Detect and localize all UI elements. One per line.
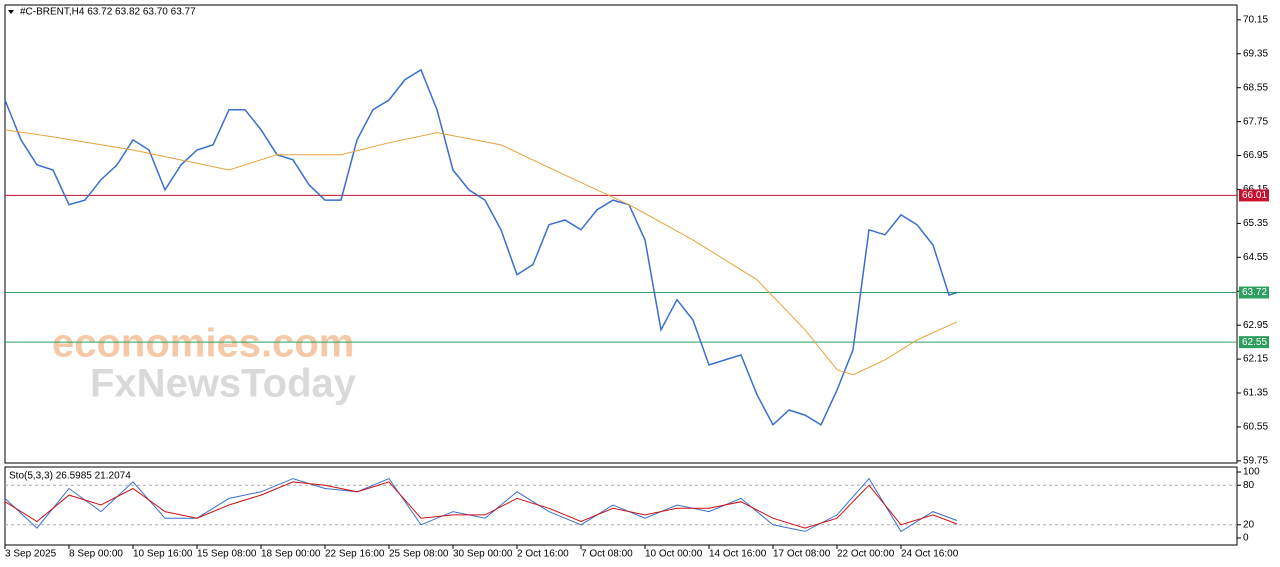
x-tick-label: 24 Oct 16:00 bbox=[901, 549, 959, 560]
y-tick-label: 59.75 bbox=[1243, 456, 1268, 467]
x-tick-label: 7 Oct 08:00 bbox=[581, 549, 633, 560]
y-tick-label: 67.75 bbox=[1243, 116, 1268, 127]
y-tick-label: 20 bbox=[1243, 519, 1255, 530]
y-tick-label: 0 bbox=[1243, 533, 1249, 544]
x-tick-label: 15 Sep 08:00 bbox=[197, 549, 257, 560]
indicator-label: Sto(5,3,3) 26.5985 21.2074 bbox=[9, 471, 131, 482]
watermark: FxNewsToday bbox=[90, 362, 357, 406]
main-panel bbox=[4, 4, 1238, 464]
indicator-panel bbox=[4, 466, 1238, 546]
x-tick-label: 14 Oct 16:00 bbox=[709, 549, 767, 560]
x-tick-label: 22 Sep 16:00 bbox=[325, 549, 385, 560]
x-tick-label: 3 Sep 2025 bbox=[5, 549, 57, 560]
x-tick-label: 8 Sep 00:00 bbox=[69, 549, 123, 560]
y-tick-label: 70.15 bbox=[1243, 14, 1268, 25]
level-label: 62.55 bbox=[1242, 337, 1267, 348]
y-tick-label: 69.35 bbox=[1243, 48, 1268, 59]
stochastic-line bbox=[4, 481, 958, 529]
level-label: 63.72 bbox=[1242, 287, 1267, 298]
level-tag bbox=[1239, 189, 1269, 202]
x-tick-label: 18 Sep 00:00 bbox=[261, 549, 321, 560]
price-line bbox=[4, 68, 958, 427]
stochastic-line bbox=[4, 477, 958, 533]
level-label: 66.01 bbox=[1242, 190, 1267, 201]
x-tick-label: 10 Sep 16:00 bbox=[133, 549, 193, 560]
x-tick-label: 10 Oct 00:00 bbox=[645, 549, 703, 560]
y-tick-label: 68.55 bbox=[1243, 82, 1268, 93]
moving-average bbox=[4, 129, 958, 376]
menu-arrow[interactable] bbox=[8, 10, 14, 14]
y-tick-label: 62.95 bbox=[1243, 320, 1268, 331]
y-tick-label: 100 bbox=[1243, 467, 1260, 478]
x-tick-label: 2 Oct 16:00 bbox=[517, 549, 569, 560]
x-tick-label: 17 Oct 08:00 bbox=[773, 549, 831, 560]
watermark: economies.com bbox=[52, 322, 354, 366]
x-tick-label: 22 Oct 00:00 bbox=[837, 549, 895, 560]
y-tick-label: 62.15 bbox=[1243, 354, 1268, 365]
level-tag bbox=[1239, 286, 1269, 299]
x-tick-label: 30 Sep 00:00 bbox=[453, 549, 513, 560]
chart-title: #C-BRENT,H4 63.72 63.82 63.70 63.77 bbox=[20, 7, 196, 18]
y-tick-label: 61.35 bbox=[1243, 388, 1268, 399]
level-tag bbox=[1239, 336, 1269, 349]
x-tick-label: 25 Sep 08:00 bbox=[389, 549, 449, 560]
y-tick-label: 64.55 bbox=[1243, 252, 1268, 263]
y-tick-label: 60.55 bbox=[1243, 422, 1268, 433]
y-tick-label: 65.35 bbox=[1243, 218, 1268, 229]
y-tick-label: 80 bbox=[1243, 480, 1255, 491]
y-tick-label: 66.95 bbox=[1243, 150, 1268, 161]
